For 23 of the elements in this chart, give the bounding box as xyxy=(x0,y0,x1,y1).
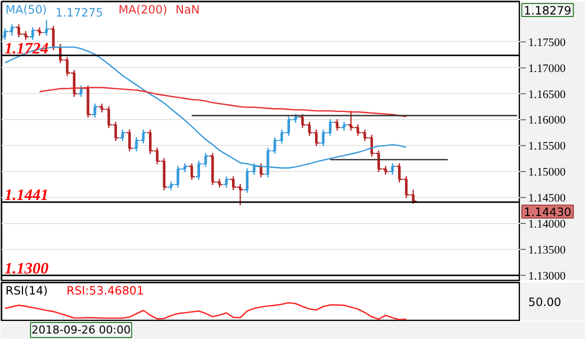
text: RSI:53.46801 xyxy=(66,284,144,298)
ref-line-label: 1.1300 xyxy=(4,260,48,278)
y-tick-label: 1.15000 xyxy=(528,166,566,179)
text: 2018-09-26 00:00 xyxy=(32,324,131,336)
text: MA(200) xyxy=(118,2,168,16)
ref-line-label: 1.1441 xyxy=(4,187,48,204)
y-tick-label: 1.14500 xyxy=(528,192,566,205)
ref-line-label: 1.1724 xyxy=(4,40,48,58)
y-tick-label: 1.13000 xyxy=(528,270,566,282)
y-tick-label: 1.15500 xyxy=(528,140,566,153)
text: 1.14430 xyxy=(524,205,572,220)
chart-title: RSI(14) xyxy=(6,284,48,298)
y-tick-label: 1.13500 xyxy=(528,244,566,256)
y-tick-label: 1.14000 xyxy=(528,218,566,230)
annotation: NaN xyxy=(176,2,200,16)
text: 1.18279 xyxy=(524,4,572,18)
y-tick-label: 1.16500 xyxy=(528,88,566,101)
text: MA(50) xyxy=(6,2,47,16)
y-tick-label: 1.17500 xyxy=(528,36,566,49)
y-tick-label: 1.17000 xyxy=(528,62,566,75)
annotation: 1.17275 xyxy=(56,6,104,20)
text: 50.00 xyxy=(528,295,562,309)
y-tick-label: 1.16000 xyxy=(528,114,566,127)
